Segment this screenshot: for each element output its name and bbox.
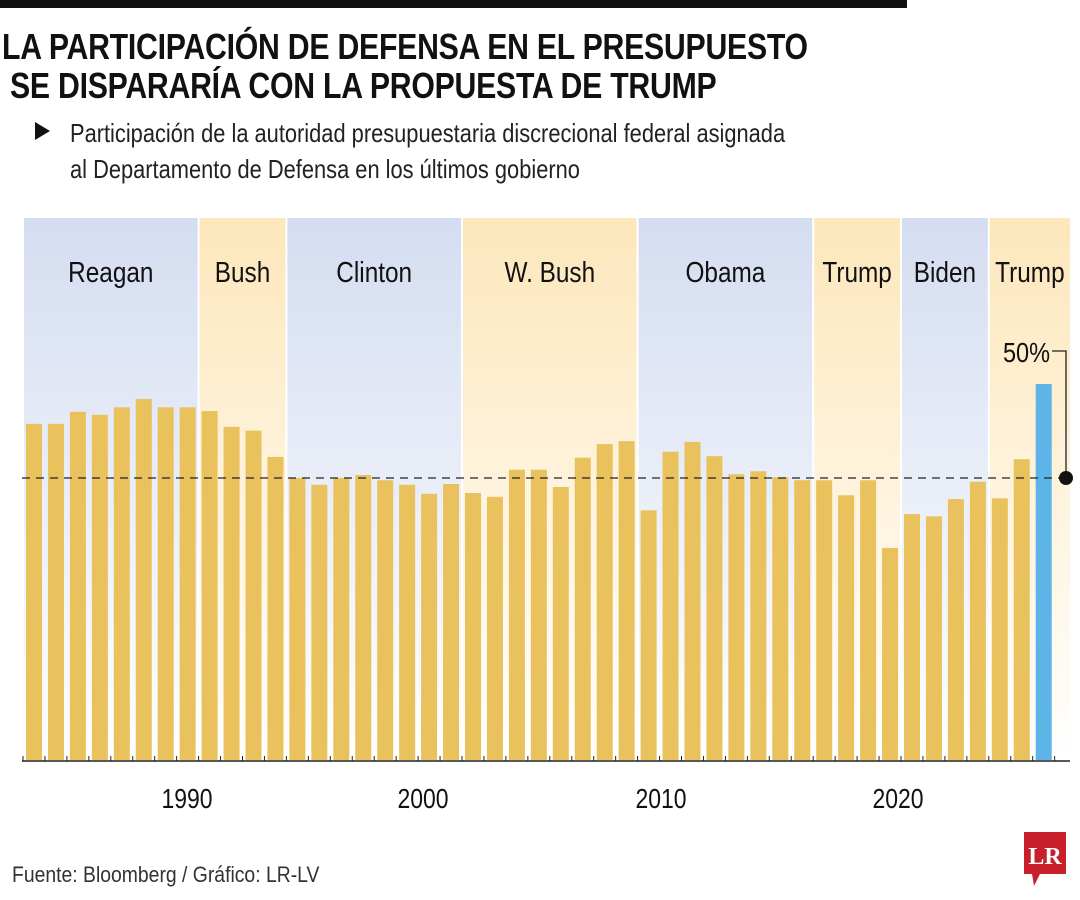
bar <box>135 399 152 760</box>
bar <box>750 471 767 760</box>
bar <box>311 484 328 760</box>
bar <box>245 430 262 760</box>
top-rule <box>0 0 907 8</box>
x-tick-label: 2020 <box>872 784 923 815</box>
bar <box>640 510 657 760</box>
annotation-leader-line <box>1052 350 1067 478</box>
bar <box>47 423 64 760</box>
bar <box>486 496 503 760</box>
bar <box>552 487 569 760</box>
bar <box>596 444 613 760</box>
bar <box>201 411 218 760</box>
bar <box>574 457 591 760</box>
administration-label: Biden <box>914 256 976 288</box>
bar <box>333 478 350 760</box>
bar <box>157 407 174 760</box>
bar <box>113 407 130 760</box>
x-tick-label: 2010 <box>635 784 686 815</box>
bar <box>904 514 920 760</box>
x-tick-label: 1990 <box>161 784 212 815</box>
bar <box>179 407 196 760</box>
bar <box>530 469 547 760</box>
administration-label: Bush <box>215 256 271 288</box>
bar <box>772 477 789 760</box>
bar <box>882 547 899 760</box>
bar <box>289 478 306 760</box>
bar <box>223 426 240 760</box>
bar <box>860 480 877 760</box>
bar <box>991 498 1008 760</box>
bar <box>69 411 86 760</box>
bar <box>838 495 855 760</box>
bar <box>925 516 942 760</box>
bar <box>443 484 460 760</box>
bar <box>399 484 416 760</box>
subtitle-line-1: Participación de la autoridad presupuest… <box>70 118 786 148</box>
bar <box>421 493 438 760</box>
subtitle-line-2: al Departamento de Defensa en los último… <box>70 154 580 184</box>
bar <box>91 414 108 760</box>
bar-chart: Reagan Bush Clinton W. Bush Obama Trump Biden T… <box>22 218 1073 815</box>
bar <box>662 451 679 760</box>
bar <box>794 480 811 760</box>
chart-title-line-1: LA PARTICIPACIÓN DE DEFENSA EN EL PRESUP… <box>2 26 808 67</box>
bar <box>728 474 745 760</box>
bar <box>508 469 525 760</box>
reference-dot <box>1059 471 1073 485</box>
bar <box>684 441 701 760</box>
highlight-bar <box>1035 384 1052 760</box>
bar <box>377 480 394 760</box>
bar <box>947 499 964 760</box>
bar <box>1013 459 1030 760</box>
bar <box>26 423 42 760</box>
source-note: Fuente: Bloomberg / Gráfico: LR-LV <box>12 862 320 887</box>
administration-label: Trump <box>822 256 891 288</box>
administration-label: Clinton <box>336 256 412 288</box>
bar <box>706 456 723 760</box>
bar <box>969 481 986 760</box>
chart-title-line-2: SE DISPARARÍA CON LA PROPUESTA DE TRUMP <box>10 65 717 106</box>
administration-label: Trump <box>995 256 1064 288</box>
bar <box>465 493 481 760</box>
highlight-value-label: 50% <box>1003 338 1050 368</box>
bar <box>618 441 635 760</box>
administration-label: Reagan <box>68 256 153 288</box>
administration-label: W. Bush <box>504 256 595 288</box>
lr-logo: LR <box>1024 832 1066 886</box>
x-tick-label: 2000 <box>397 784 448 815</box>
administration-label: Obama <box>685 256 765 288</box>
bar <box>267 456 284 760</box>
bar <box>816 480 833 760</box>
svg-text:LR: LR <box>1028 844 1062 870</box>
play-arrow-icon <box>35 122 50 140</box>
bar <box>355 474 372 760</box>
